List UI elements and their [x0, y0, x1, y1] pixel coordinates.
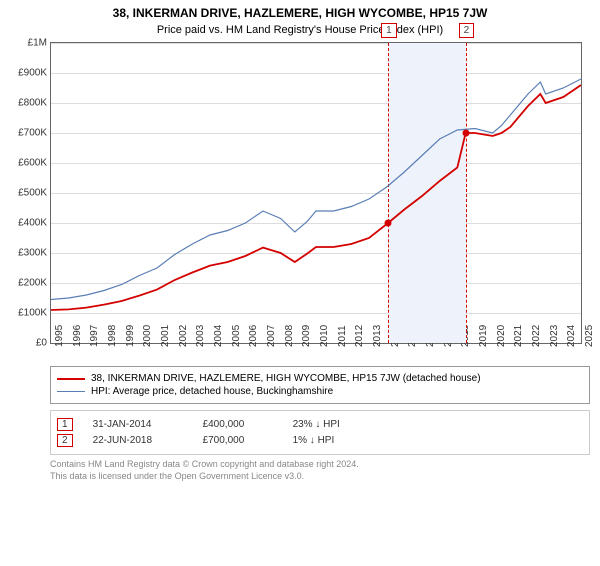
- sale-marker-label: 2: [459, 23, 475, 38]
- sales-row: 1 31-JAN-2014 £400,000 23% ↓ HPI: [57, 418, 583, 431]
- legend-label: HPI: Average price, detached house, Buck…: [91, 386, 333, 397]
- y-tick-label: £200K: [18, 278, 51, 289]
- sale-point: [462, 130, 469, 137]
- y-tick-label: £1M: [28, 38, 51, 49]
- y-tick-label: £0: [36, 338, 51, 349]
- chart-title: 38, INKERMAN DRIVE, HAZLEMERE, HIGH WYCO…: [0, 6, 600, 20]
- series-line: [51, 85, 581, 310]
- sales-row-marker: 2: [57, 434, 73, 447]
- sales-row-diff: 1% ↓ HPI: [293, 435, 373, 446]
- footer-line: Contains HM Land Registry data © Crown c…: [50, 459, 590, 471]
- footer-attribution: Contains HM Land Registry data © Crown c…: [50, 459, 590, 482]
- series-svg: [51, 43, 581, 343]
- legend: 38, INKERMAN DRIVE, HAZLEMERE, HIGH WYCO…: [50, 366, 590, 404]
- sale-point: [385, 220, 392, 227]
- sales-row-price: £700,000: [203, 435, 273, 446]
- sales-row-price: £400,000: [203, 419, 273, 430]
- legend-item: 38, INKERMAN DRIVE, HAZLEMERE, HIGH WYCO…: [57, 373, 583, 384]
- legend-swatch: [57, 391, 85, 392]
- footer-line: This data is licensed under the Open Gov…: [50, 471, 590, 483]
- x-tick-label: 2025: [584, 325, 595, 347]
- sale-marker-label: 1: [381, 23, 397, 38]
- chart-subtitle: Price paid vs. HM Land Registry's House …: [0, 24, 600, 36]
- legend-item: HPI: Average price, detached house, Buck…: [57, 386, 583, 397]
- sales-row-marker: 1: [57, 418, 73, 431]
- sales-row-date: 22-JUN-2018: [93, 435, 183, 446]
- y-tick-label: £300K: [18, 248, 51, 259]
- sales-row-date: 31-JAN-2014: [93, 419, 183, 430]
- y-tick-label: £800K: [18, 98, 51, 109]
- series-line: [51, 79, 581, 300]
- y-tick-label: £100K: [18, 308, 51, 319]
- y-tick-label: £600K: [18, 158, 51, 169]
- y-tick-label: £500K: [18, 188, 51, 199]
- y-tick-label: £400K: [18, 218, 51, 229]
- sales-table: 1 31-JAN-2014 £400,000 23% ↓ HPI 2 22-JUN-201…: [50, 410, 590, 455]
- sales-row-diff: 23% ↓ HPI: [293, 419, 373, 430]
- plot-area: £0£100K£200K£300K£400K£500K£600K£700K£80…: [50, 42, 582, 344]
- sales-row: 2 22-JUN-2018 £700,000 1% ↓ HPI: [57, 434, 583, 447]
- y-tick-label: £700K: [18, 128, 51, 139]
- legend-swatch: [57, 378, 85, 380]
- y-tick-label: £900K: [18, 68, 51, 79]
- legend-label: 38, INKERMAN DRIVE, HAZLEMERE, HIGH WYCO…: [91, 373, 481, 384]
